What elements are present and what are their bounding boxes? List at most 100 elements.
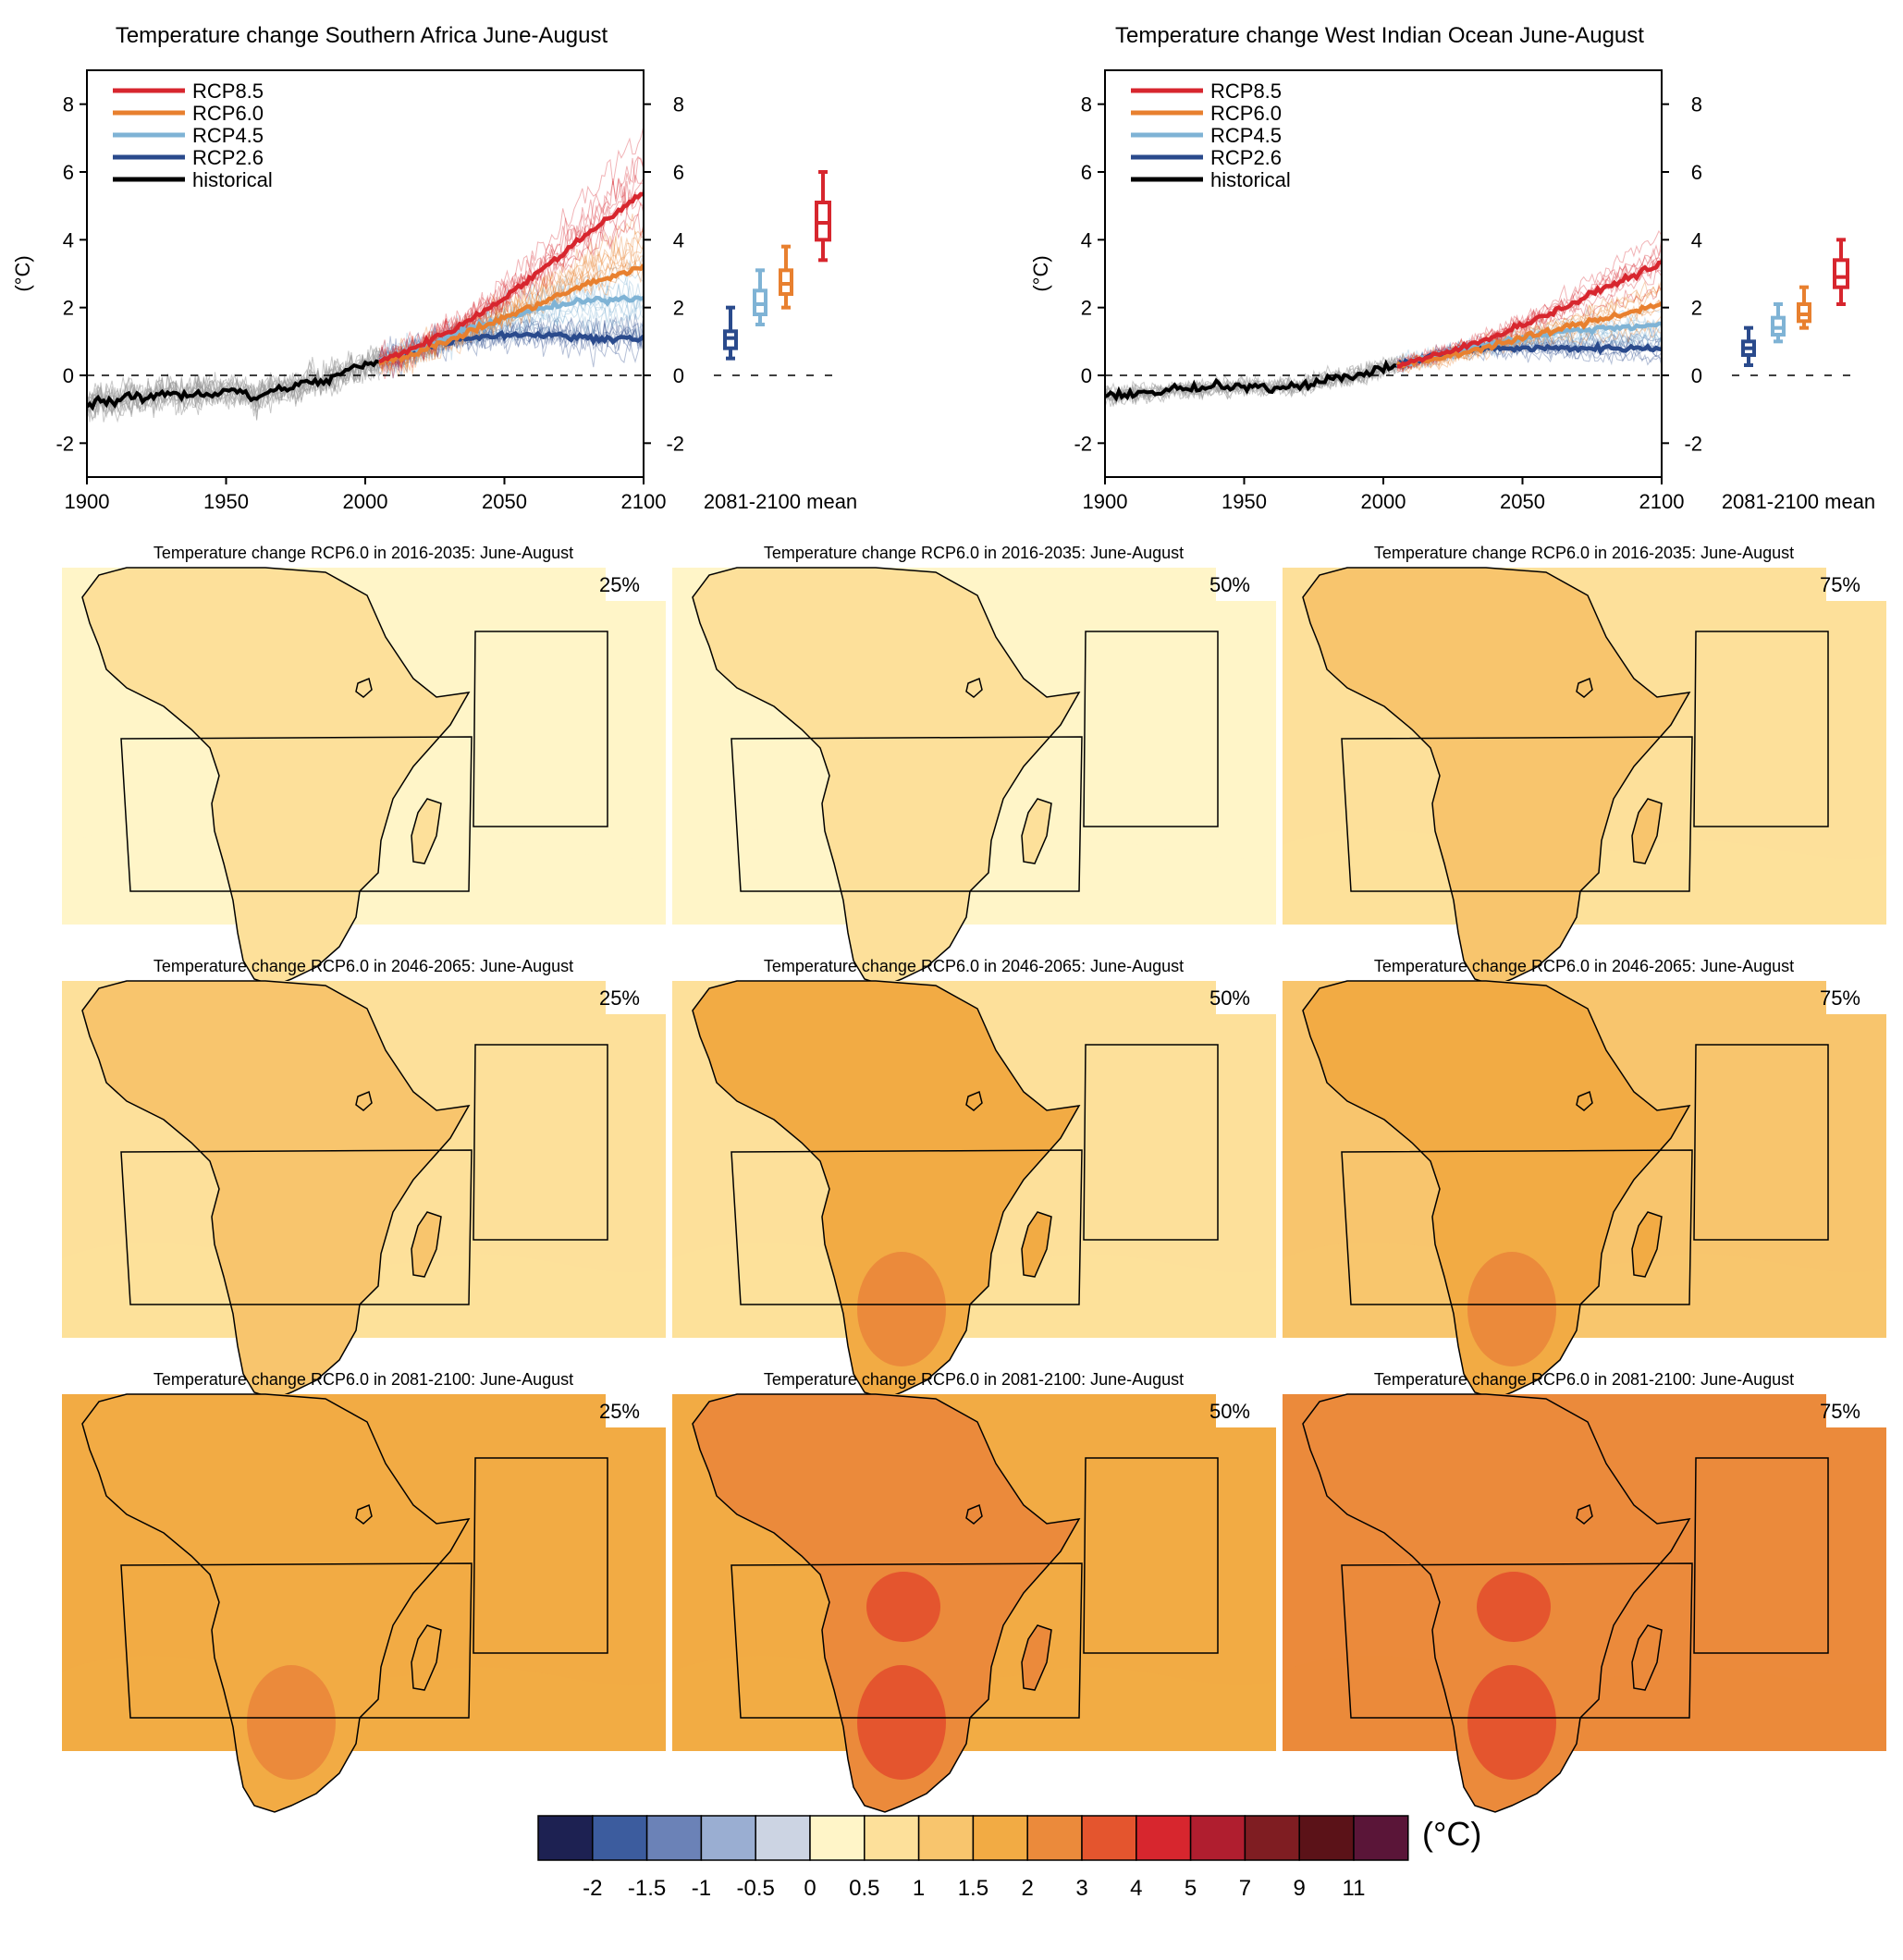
madagascar-outline <box>1631 1624 1663 1691</box>
legend-label-rcp60: RCP6.0 <box>192 102 264 125</box>
region-box-west-indian-ocean <box>1083 1044 1219 1241</box>
map-percentile: 50% <box>1209 573 1250 596</box>
colorbar-swatch <box>755 1815 811 1861</box>
colorbar-swatch <box>1298 1815 1355 1861</box>
madagascar-outline <box>1021 1624 1052 1691</box>
lake-outline <box>1576 1503 1593 1525</box>
madagascar-outline <box>1021 798 1052 864</box>
ensemble-member-rcp85 <box>378 155 644 365</box>
map-land-field <box>82 981 469 1399</box>
region-box-west-indian-ocean <box>1083 1457 1219 1654</box>
map-body <box>62 980 666 1400</box>
map-hotspot <box>247 1665 336 1780</box>
mean-lines <box>87 191 644 411</box>
map-coastline <box>81 980 471 1400</box>
series-line-rcp60 <box>1395 301 1662 369</box>
madagascar-outline <box>1021 1211 1052 1278</box>
colorbar-swatch <box>1081 1815 1137 1861</box>
plot-area <box>1105 229 1662 408</box>
ts-title: Temperature change West Indian Ocean Jun… <box>1115 23 1644 48</box>
y-tick-label: -2 <box>55 432 74 455</box>
region-box-west-indian-ocean <box>1693 1044 1829 1241</box>
y-tick-label: 8 <box>1081 93 1092 116</box>
ensemble-member-rcp60 <box>378 246 644 377</box>
ensemble-member-rcp45 <box>379 303 644 375</box>
map-coastline <box>692 980 1081 1400</box>
map-coastline <box>1302 980 1691 1400</box>
map-coastline <box>692 1393 1081 1813</box>
map-coastline <box>81 567 471 986</box>
lake-outline <box>965 1090 983 1111</box>
plot-frame <box>86 69 645 478</box>
map-percentile: 25% <box>599 573 640 596</box>
map-title: Temperature change RCP6.0 in 2081-2100: … <box>1374 1370 1794 1389</box>
legend-label-rcp60: RCP6.0 <box>1210 102 1282 125</box>
map-title: Temperature change RCP6.0 in 2046-2065: … <box>764 957 1184 975</box>
lake-outline <box>965 1503 983 1525</box>
boxplot-rcp26 <box>1741 325 1756 367</box>
ts-title: Temperature change Southern Africa June-… <box>116 23 608 48</box>
legend-label-rcp45: RCP4.5 <box>192 124 264 147</box>
region-box-southern-africa <box>731 1562 1083 1719</box>
boxplot-rcp85 <box>1833 238 1849 306</box>
plot-area <box>87 125 644 423</box>
legend-label-rcp45: RCP4.5 <box>1210 124 1282 147</box>
x-tick-label: 2100 <box>621 490 667 513</box>
boxplot-rcp45 <box>753 268 767 326</box>
region-box-west-indian-ocean <box>1083 631 1219 827</box>
boxplot-rcp60 <box>779 244 793 310</box>
historical-ensemble <box>87 345 380 423</box>
lake-outline <box>1576 677 1593 698</box>
map-title: Temperature change RCP6.0 in 2016-2035: … <box>764 544 1184 562</box>
colorbar-swatch <box>592 1815 648 1861</box>
map-grid: Temperature change RCP6.0 in 2016-2035: … <box>62 544 1886 1813</box>
map-land-field <box>1303 568 1689 986</box>
boxplot-rcp26 <box>723 305 738 361</box>
y-tick-label-right: 8 <box>1691 93 1702 116</box>
region-box-west-indian-ocean <box>1693 631 1829 827</box>
mean-label: 2081-2100 mean <box>704 490 857 513</box>
map-percentile: 50% <box>1209 1400 1250 1423</box>
percentile-badge-bg <box>606 981 666 1014</box>
x-tick-label: 1950 <box>203 490 249 513</box>
y-tick-label: 4 <box>63 228 74 251</box>
legend-label-historical: historical <box>1210 168 1291 191</box>
legend-label-historical: historical <box>192 168 273 191</box>
colorbar-tick-label: 11 <box>1343 1876 1366 1901</box>
ensemble-member-rcp26 <box>378 313 644 367</box>
timeseries-southern-africa: Temperature change Southern Africa June-… <box>11 23 857 513</box>
y-tick-label: 2 <box>1081 297 1092 320</box>
map-panel: Temperature change RCP6.0 in 2046-2065: … <box>672 957 1276 1400</box>
axes: 1900 1950 2000 2050 2100 -2 -2 0 0 2 2 4 4 6 6 8 8 <box>55 93 684 513</box>
map-panel: Temperature change RCP6.0 in 2046-2065: … <box>1283 957 1886 1400</box>
colorbar-unit: (°C) <box>1422 1815 1481 1853</box>
region-box-southern-africa <box>731 1149 1083 1305</box>
y-tick-label-right: 6 <box>1691 161 1702 184</box>
y-tick-label: 4 <box>1081 228 1092 251</box>
map-percentile: 50% <box>1209 986 1250 1010</box>
map-title: Temperature change RCP6.0 in 2016-2035: … <box>1374 544 1794 562</box>
map-body <box>672 567 1276 986</box>
map-land-field <box>1303 981 1689 1399</box>
map-body <box>62 1393 666 1813</box>
map-panel: Temperature change RCP6.0 in 2081-2100: … <box>62 1370 666 1813</box>
y-tick-label-right: -2 <box>666 432 684 455</box>
ensemble-member-rcp60 <box>378 239 644 374</box>
map-percentile: 75% <box>1820 1400 1860 1423</box>
plot-clip <box>1105 229 1662 408</box>
percentile-badge-bg <box>1216 981 1276 1014</box>
percentile-badge-bg <box>1826 568 1886 601</box>
map-title: Temperature change RCP6.0 in 2046-2065: … <box>1374 957 1794 975</box>
ensemble-member-rcp85 <box>1396 285 1662 370</box>
series-line-historical <box>87 359 380 411</box>
mean-boxplots <box>714 170 840 376</box>
map-panel: Temperature change RCP6.0 in 2016-2035: … <box>672 544 1276 986</box>
y-tick-label-right: 0 <box>673 364 684 387</box>
y-tick-label: 6 <box>63 161 74 184</box>
colorbar-tick-label: -0.5 <box>737 1876 775 1901</box>
colorbar-swatch <box>809 1815 866 1861</box>
map-percentile: 75% <box>1820 573 1860 596</box>
colorbar-tick-label: 1 <box>913 1876 925 1901</box>
y-tick-label-right: 2 <box>673 297 684 320</box>
